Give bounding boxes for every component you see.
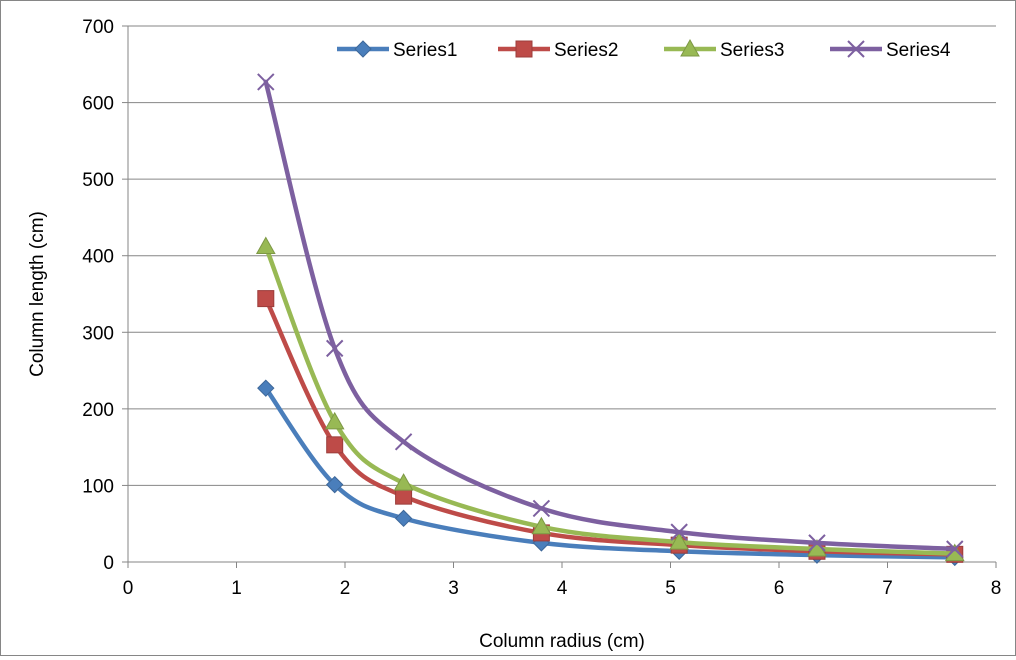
y-tick-label: 500 [82,170,114,191]
legend-label: Series1 [393,40,457,61]
y-tick-label: 0 [103,553,114,574]
y-tick-label: 200 [82,400,114,421]
series-3-point [324,411,345,430]
series-4-point [808,534,826,552]
series-group [255,73,965,567]
y-axis-title: Column length (cm) [27,211,48,377]
legend-label: Series2 [554,40,618,61]
y-tick-label: 600 [82,94,114,115]
series-4-point [670,523,688,541]
legend-item-1: Series1 [337,40,457,61]
series-4-point [325,339,344,358]
legend-item-4: Series4 [830,40,951,61]
legend-marker [680,38,700,57]
series-4-point [532,499,551,518]
x-tick-label: 4 [557,578,568,599]
y-tick-label: 400 [82,247,114,268]
x-tick-label: 3 [448,578,459,599]
x-tick-label: 1 [231,578,242,599]
y-tick-label: 700 [82,17,114,38]
x-tick-label: 5 [665,578,676,599]
axes: 0 100 200 300 400 500 600 700 0 1 2 3 4 5 6 7 8 [82,17,1001,599]
series-3-point [669,532,690,550]
series-2-line [263,296,958,557]
gridlines [128,25,996,486]
x-tick-label: 8 [991,578,1002,599]
series-4-point [946,540,964,558]
legend-item-3: Series3 [664,38,784,61]
legend-label: Series4 [886,40,951,61]
series-1-point [257,379,275,397]
legend: Series1 Series2 Series3 Series4 [337,38,951,61]
x-tick-label: 7 [882,578,893,599]
series-4-point [394,433,413,451]
series-4 [257,73,964,558]
series-3-point [531,516,552,535]
legend-marker [847,40,865,58]
legend-marker [354,40,372,58]
x-tick-label: 2 [340,578,351,599]
series-1-point [325,475,344,494]
series-3 [255,236,965,562]
series-4-point [257,73,275,91]
y-tick-label: 100 [82,476,114,497]
legend-marker [515,40,533,58]
y-tick-label: 300 [82,323,114,344]
series-3-point [255,236,276,255]
x-tick-label: 6 [774,578,785,599]
legend-label: Series3 [720,40,784,61]
series-2-point [326,436,344,454]
series-1-point [394,509,413,528]
x-axis-title: Column radius (cm) [479,631,645,652]
x-tick-label: 0 [123,578,134,599]
series-3-point [393,473,414,491]
series-2-point [257,290,275,308]
legend-item-2: Series2 [498,40,618,61]
